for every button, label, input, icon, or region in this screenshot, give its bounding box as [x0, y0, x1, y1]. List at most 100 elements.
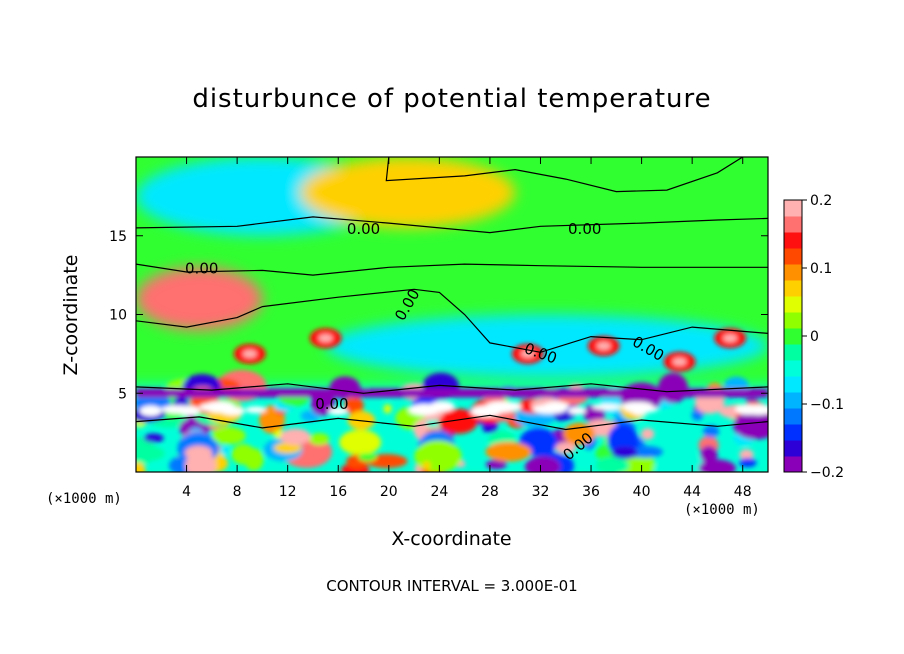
- field-cell: [143, 433, 164, 443]
- colorbar-tick-label: −0.1: [810, 397, 844, 413]
- field-cell: [136, 445, 165, 462]
- field-cell: [245, 406, 267, 414]
- field-cell: [628, 446, 664, 458]
- field-cell: [641, 428, 655, 440]
- field-cell: [653, 461, 681, 472]
- y-tick-label: 5: [118, 386, 127, 402]
- colorbar-tick-label: 0: [810, 329, 819, 345]
- field-plume-core: [520, 349, 535, 358]
- x-axis: 4 8 12 16 20 24 28 32 36 40 44 48: [182, 157, 752, 500]
- field-cell: [691, 409, 704, 421]
- x-tick-label: 48: [734, 484, 752, 500]
- field-cell: [408, 403, 440, 416]
- field-region: [300, 157, 516, 228]
- contour-label: 0.00: [347, 220, 380, 238]
- colorbar-swatch: [784, 344, 802, 361]
- colorbar-ticks: 0.2 0.1 0 −0.1 −0.2: [802, 193, 844, 481]
- x-tick-label: 12: [279, 484, 297, 500]
- x-tick-label: 32: [532, 484, 550, 500]
- field-cell: [199, 403, 218, 411]
- heatmap-field: 0.00 0.000.000.000.00 0.000.000.00: [136, 157, 768, 472]
- field-cell: [700, 445, 718, 464]
- contour-line: [136, 263, 768, 276]
- colorbar-tick-label: 0.1: [810, 261, 832, 277]
- colorbar-swatch: [784, 280, 802, 297]
- field-plume-core: [242, 349, 257, 358]
- y-tick-label: 15: [109, 229, 127, 245]
- field-cell: [358, 453, 377, 462]
- colorbar-swatch: [784, 200, 802, 217]
- field-cell: [482, 422, 499, 433]
- y-tick-label: 10: [109, 308, 127, 324]
- x-tick-label: 36: [582, 484, 600, 500]
- field-cell: [555, 442, 576, 454]
- field-cell: [280, 428, 311, 445]
- colorbar-swatch: [784, 232, 802, 249]
- field-cell: [658, 373, 688, 404]
- field-cell: [438, 408, 479, 434]
- contour-line: [136, 216, 768, 234]
- colorbar-tick-label: 0.2: [810, 193, 832, 209]
- x-tick-label: 4: [182, 484, 191, 500]
- x-unit-left: (×1000 m): [46, 491, 122, 507]
- colorbar-swatch: [784, 312, 802, 329]
- field-cell: [136, 424, 142, 431]
- field-band: [136, 388, 768, 398]
- colorbar-tick-label: −0.2: [810, 465, 844, 481]
- contour-line: [385, 157, 744, 193]
- field-cell: [422, 461, 431, 471]
- field-cell: [344, 396, 364, 415]
- contour-interval-note: CONTOUR INTERVAL = 3.000E-01: [326, 577, 578, 595]
- y-axis: 5 10 15: [109, 229, 768, 402]
- colorbar-swatch: [784, 440, 802, 457]
- field-cell: [383, 404, 392, 414]
- y-axis-label: Z-coordinate: [60, 254, 82, 376]
- colorbar-swatch: [784, 376, 802, 393]
- field-cell: [414, 440, 462, 472]
- colorbar-swatch: [784, 360, 802, 377]
- field-cell: [470, 405, 502, 418]
- contour-label: 0.00: [315, 395, 348, 413]
- field-cell: [139, 405, 162, 417]
- contour-line: [136, 414, 768, 431]
- colorbar-swatch: [784, 248, 802, 265]
- field-cell: [161, 405, 195, 414]
- field-cell: [744, 404, 768, 416]
- field-cell: [698, 459, 736, 472]
- field-cell: [185, 451, 217, 472]
- field-region: [325, 314, 768, 378]
- field-cell: [220, 406, 246, 416]
- field-cell: [244, 448, 264, 471]
- field-cell: [328, 407, 348, 416]
- field-cell: [630, 405, 648, 416]
- colorbar-swatch: [784, 296, 802, 313]
- field-cell: [611, 446, 638, 459]
- x-tick-label: 40: [633, 484, 651, 500]
- field-cell: [591, 403, 622, 410]
- field-cell: [136, 462, 146, 472]
- colorbar-swatch: [784, 392, 802, 409]
- x-tick-label: 8: [233, 484, 242, 500]
- x-tick-label: 20: [380, 484, 398, 500]
- colorbar-swatch: [784, 408, 802, 425]
- contour-label: 0.00: [185, 259, 218, 277]
- field-plume-core: [596, 342, 611, 350]
- field-plume-core: [672, 357, 687, 366]
- field-cell: [703, 425, 720, 438]
- x-tick-label: 24: [430, 484, 448, 500]
- field-cell: [613, 411, 624, 420]
- field-plume-core: [723, 334, 738, 343]
- colorbar-swatch: [784, 216, 802, 233]
- x-tick-label: 44: [683, 484, 701, 500]
- field-cell: [739, 458, 757, 468]
- contour-line: [136, 288, 768, 353]
- field-cell: [485, 459, 507, 470]
- field-cell: [485, 441, 532, 462]
- colorbar-swatch: [784, 456, 802, 473]
- field-cell: [532, 404, 567, 414]
- field-cell: [219, 445, 229, 456]
- colorbar: [783, 199, 803, 473]
- field-cell: [524, 456, 561, 472]
- x-axis-label: X-coordinate: [391, 528, 512, 550]
- field-region: [136, 267, 263, 331]
